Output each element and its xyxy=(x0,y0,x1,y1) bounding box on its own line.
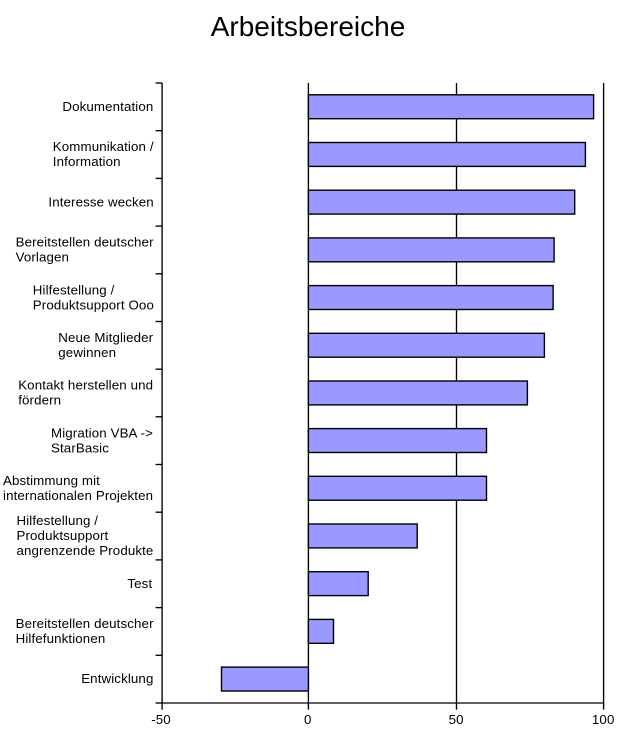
svg-text:Abstimmung mit: Abstimmung mit xyxy=(3,473,100,488)
svg-text:Kommunikation /: Kommunikation / xyxy=(53,139,154,154)
svg-text:StarBasic: StarBasic xyxy=(51,440,109,455)
svg-text:-50: -50 xyxy=(151,712,171,727)
svg-text:Migration VBA ->: Migration VBA -> xyxy=(51,425,153,440)
svg-text:Kontakt herstellen und: Kontakt herstellen und xyxy=(18,378,153,393)
svg-text:Entwicklung: Entwicklung xyxy=(81,671,153,686)
svg-text:Bereitstellen deutscher: Bereitstellen deutscher xyxy=(16,235,154,250)
svg-text:gewinnen: gewinnen xyxy=(58,345,116,360)
svg-text:fördern: fördern xyxy=(18,393,61,408)
svg-text:angrenzende Produkte: angrenzende Produkte xyxy=(17,543,154,558)
svg-text:Neue Mitglieder: Neue Mitglieder xyxy=(58,330,153,345)
svg-text:Dokumentation: Dokumentation xyxy=(62,99,153,114)
svg-text:Information: Information xyxy=(53,154,121,169)
svg-text:Produktsupport Ooo: Produktsupport Ooo xyxy=(33,297,154,312)
svg-text:100: 100 xyxy=(592,712,615,727)
svg-text:Produktsupport: Produktsupport xyxy=(17,528,109,543)
svg-text:Bereitstellen deutscher: Bereitstellen deutscher xyxy=(16,616,154,631)
svg-text:0: 0 xyxy=(304,712,312,727)
svg-text:Interesse wecken: Interesse wecken xyxy=(48,194,153,209)
svg-text:50: 50 xyxy=(449,712,464,727)
svg-text:Vorlagen: Vorlagen xyxy=(16,250,69,265)
svg-text:Hilfefunktionen: Hilfefunktionen xyxy=(16,631,106,646)
svg-text:Hilfestellung /: Hilfestellung / xyxy=(33,282,115,297)
svg-text:Arbeitsbereiche: Arbeitsbereiche xyxy=(211,11,406,42)
svg-text:internationalen Projekten: internationalen Projekten xyxy=(3,488,153,503)
svg-text:Test: Test xyxy=(127,576,152,591)
svg-text:Hilfestellung /: Hilfestellung / xyxy=(17,513,99,528)
